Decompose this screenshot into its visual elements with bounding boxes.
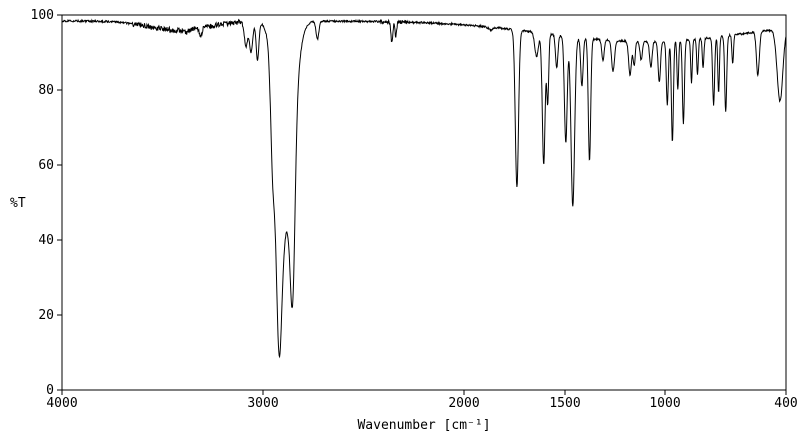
x-tick-label: 2000 [448,396,479,411]
y-tick-label: 20 [38,308,54,323]
plot-frame [61,14,787,391]
x-axis-title: Wavenumber [cm⁻¹] [357,418,490,433]
y-tick-label: 40 [38,233,54,248]
x-tick-label: 400 [774,396,797,411]
y-axis-title: %T [10,196,26,211]
y-tick-label: 100 [31,8,54,23]
y-tick-label: 0 [46,383,54,398]
spectrum-trace [61,18,787,359]
y-tick-label: 60 [38,158,54,173]
x-tick-label: 4000 [46,396,77,411]
x-tick-label: 1500 [549,396,580,411]
y-tick-label: 80 [38,83,54,98]
x-tick-label: 1000 [649,396,680,411]
x-tick-label: 3000 [247,396,278,411]
